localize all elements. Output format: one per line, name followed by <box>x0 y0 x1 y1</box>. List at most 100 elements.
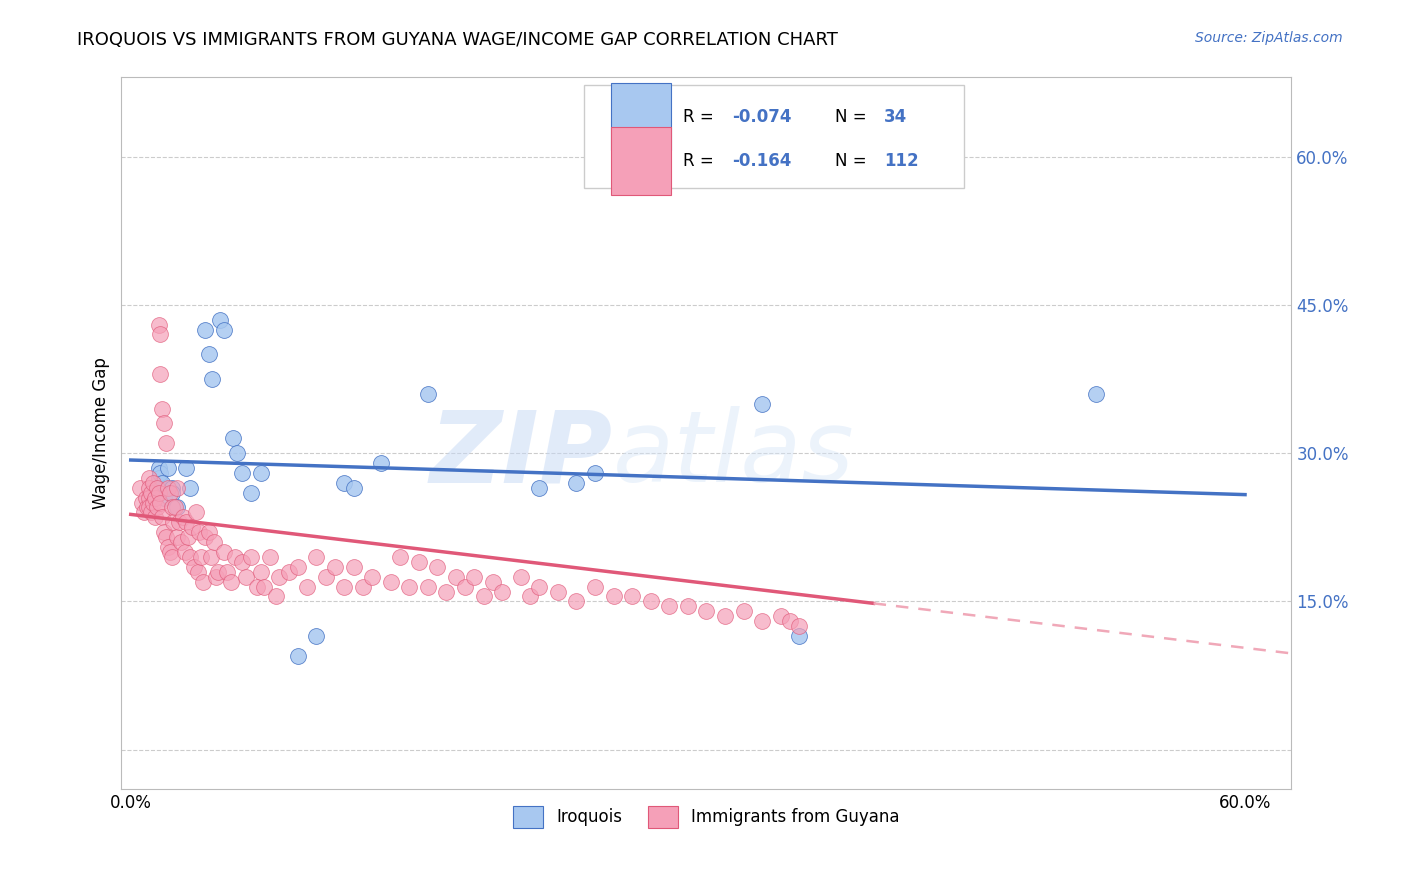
Point <box>176 461 198 475</box>
Point <box>269 569 291 583</box>
Point <box>529 481 551 495</box>
Point <box>160 549 183 564</box>
Text: ZIP: ZIP <box>430 406 613 503</box>
Point <box>132 505 155 519</box>
Point <box>129 481 152 495</box>
Point <box>143 491 166 505</box>
Point <box>240 549 263 564</box>
Point <box>224 549 246 564</box>
Point <box>207 565 229 579</box>
Point <box>170 535 193 549</box>
Text: R =: R = <box>683 152 718 170</box>
Point <box>231 466 253 480</box>
Point <box>166 481 188 495</box>
Point <box>222 431 245 445</box>
Point <box>150 510 173 524</box>
Point <box>342 559 364 574</box>
Text: IROQUOIS VS IMMIGRANTS FROM GUYANA WAGE/INCOME GAP CORRELATION CHART: IROQUOIS VS IMMIGRANTS FROM GUYANA WAGE/… <box>77 31 838 49</box>
Point <box>695 604 717 618</box>
Point <box>444 569 467 583</box>
Point <box>155 530 177 544</box>
Point <box>194 530 217 544</box>
Point <box>138 481 160 495</box>
Point <box>166 530 188 544</box>
Point <box>141 485 163 500</box>
Point <box>277 565 299 579</box>
Point <box>160 485 183 500</box>
Point <box>188 525 211 540</box>
Point <box>150 401 173 416</box>
Point <box>519 590 541 604</box>
Point <box>235 569 257 583</box>
Point <box>138 471 160 485</box>
FancyBboxPatch shape <box>610 128 671 194</box>
Text: Source: ZipAtlas.com: Source: ZipAtlas.com <box>1195 31 1343 45</box>
Point <box>491 584 513 599</box>
Y-axis label: Wage/Income Gap: Wage/Income Gap <box>93 358 110 509</box>
Point <box>264 590 287 604</box>
Point <box>166 500 188 515</box>
Point <box>361 569 384 583</box>
Text: -0.164: -0.164 <box>733 152 792 170</box>
Point <box>219 574 242 589</box>
Point <box>165 500 187 515</box>
Text: 112: 112 <box>884 152 920 170</box>
Point <box>187 565 209 579</box>
Point <box>160 481 183 495</box>
Point <box>1085 386 1108 401</box>
Point <box>714 609 737 624</box>
Point <box>565 475 588 490</box>
Point <box>225 446 247 460</box>
Point <box>217 565 239 579</box>
Point <box>342 481 364 495</box>
Point <box>200 549 222 564</box>
Point <box>148 485 170 500</box>
Text: N =: N = <box>835 108 872 126</box>
Point <box>142 495 165 509</box>
Point <box>472 590 495 604</box>
Point <box>426 559 449 574</box>
Point <box>148 481 170 495</box>
Point <box>148 471 170 485</box>
Point <box>153 417 176 431</box>
Point <box>159 485 181 500</box>
Point <box>315 569 337 583</box>
Point <box>333 580 356 594</box>
Point <box>352 580 374 594</box>
Point <box>191 574 214 589</box>
Point <box>640 594 662 608</box>
Point <box>246 580 269 594</box>
Point <box>323 559 346 574</box>
Point <box>197 525 219 540</box>
Point <box>259 549 281 564</box>
Point <box>156 461 179 475</box>
Point <box>389 549 412 564</box>
Point <box>131 495 153 509</box>
Point <box>416 386 439 401</box>
Point <box>482 574 505 589</box>
Point <box>208 312 231 326</box>
Point <box>240 485 263 500</box>
Point <box>305 629 328 643</box>
Point <box>509 569 531 583</box>
Point <box>149 367 172 381</box>
Point <box>547 584 569 599</box>
Point <box>138 500 160 515</box>
Point <box>149 466 172 480</box>
Point <box>602 590 624 604</box>
Point <box>583 466 606 480</box>
Point <box>156 481 179 495</box>
Point <box>201 372 224 386</box>
Point <box>205 569 228 583</box>
Point <box>621 590 644 604</box>
Point <box>751 614 773 628</box>
Point <box>155 436 177 450</box>
Legend: Iroquois, Immigrants from Guyana: Iroquois, Immigrants from Guyana <box>506 799 907 834</box>
Point <box>177 530 200 544</box>
Point <box>153 491 176 505</box>
Point <box>249 466 271 480</box>
Text: 34: 34 <box>884 108 907 126</box>
Point <box>153 525 176 540</box>
Point <box>149 495 172 509</box>
FancyBboxPatch shape <box>583 85 965 187</box>
